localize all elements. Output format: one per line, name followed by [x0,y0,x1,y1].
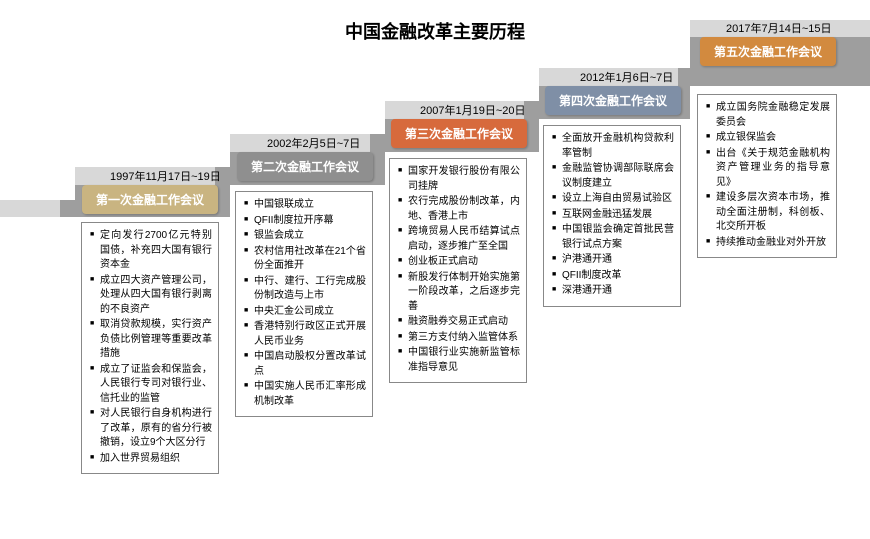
bullet-item: 中国银监会确定首批民营银行试点方案 [552,223,674,252]
step-bullets-2: 中国银联成立QFII制度拉开序幕银监会成立农村信用社改革在21个省份全面推开中行… [235,191,373,417]
bullet-item: 成立了证监会和保监会，人民银行专司对银行业、信托业的监管 [90,363,212,407]
bullet-item: 对人民银行自身机构进行了改革，原有的省分行被撤销，设立9个大区分行 [90,407,212,451]
step-date-4: 2012年1月6日~7日 [580,69,673,85]
bullet-item: 中行、建行、工行完成股份制改造与上市 [244,275,366,304]
bullet-item: 建设多层次资本市场，推动全面注册制，科创板、北交所开板 [706,191,830,235]
bullet-item: 香港特别行政区正式开展人民币业务 [244,320,366,349]
bullet-item: 农村信用社改革在21个省份全面推开 [244,245,366,274]
bullet-item: 沪港通开通 [552,253,674,268]
bullet-item: 中央汇金公司成立 [244,305,366,320]
bullet-item: 中国实施人民币汇率形成机制改革 [244,380,366,409]
step-label-5: 第五次金融工作会议 [700,37,836,66]
bullet-item: QFII制度改革 [552,269,674,284]
bullet-item: 定向发行2700亿元特别国债，补充四大国有银行资本金 [90,229,212,273]
step-bullets-3: 国家开发银行股份有限公司挂牌农行完成股份制改革，内地、香港上市跨境贸易人民币结算… [389,158,527,383]
bullet-item: 跨境贸易人民币结算试点启动，逐步推广至全国 [398,225,520,254]
bullet-item: 中国银联成立 [244,198,366,213]
bullet-item: 农行完成股份制改革，内地、香港上市 [398,195,520,224]
step-label-1: 第一次金融工作会议 [82,185,218,214]
bullet-item: 成立国务院金融稳定发展委员会 [706,101,830,130]
bullet-item: 中国启动股权分置改革试点 [244,350,366,379]
bullet-item: 互联网金融迅猛发展 [552,208,674,223]
bullet-item: 银监会成立 [244,229,366,244]
bullet-item: 成立四大资产管理公司，处理从四大国有银行剥离的不良资产 [90,274,212,318]
step-date-3: 2007年1月19日~20日 [420,102,525,118]
step-bullets-5: 成立国务院金融稳定发展委员会成立银保监会出台《关于规范金融机构资产管理业务的指导… [697,94,837,258]
step-bullets-4: 全面放开金融机构贷款利率管制金融监管协调部际联席会议制度建立设立上海自由贸易试验… [543,125,681,307]
bullet-item: 取消贷款规模，实行资产负债比例管理等重要改革措施 [90,318,212,362]
bullet-item: 全面放开金融机构贷款利率管制 [552,132,674,161]
bullet-item: 深港通开通 [552,284,674,299]
bullet-item: 第三方支付纳入监管体系 [398,331,520,346]
step-date-1: 1997年11月17日~19日 [110,168,221,184]
step-label-2: 第二次金融工作会议 [237,152,373,181]
bullet-item: 国家开发银行股份有限公司挂牌 [398,165,520,194]
step-label-4: 第四次金融工作会议 [545,86,681,115]
step-date-2: 2002年2月5日~7日 [267,135,360,151]
bullet-item: 新股发行体制开始实施第一阶段改革，之后逐步完善 [398,271,520,315]
step-label-3: 第三次金融工作会议 [391,119,527,148]
bullet-item: 出台《关于规范金融机构资产管理业务的指导意见》 [706,147,830,191]
bullet-item: 加入世界贸易组织 [90,452,212,467]
bullet-item: 金融监管协调部际联席会议制度建立 [552,162,674,191]
bullet-item: 创业板正式启动 [398,255,520,270]
bullet-item: 融资融券交易正式启动 [398,315,520,330]
bullet-item: 中国银行业实施新监管标准指导意见 [398,346,520,375]
bullet-item: QFII制度拉开序幕 [244,214,366,229]
bullet-item: 持续推动金融业对外开放 [706,236,830,251]
step-date-5: 2017年7月14日~15日 [726,20,831,36]
bullet-item: 设立上海自由贸易试验区 [552,192,674,207]
step-bullets-1: 定向发行2700亿元特别国债，补充四大国有银行资本金成立四大资产管理公司，处理从… [81,222,219,474]
bullet-item: 成立银保监会 [706,131,830,146]
